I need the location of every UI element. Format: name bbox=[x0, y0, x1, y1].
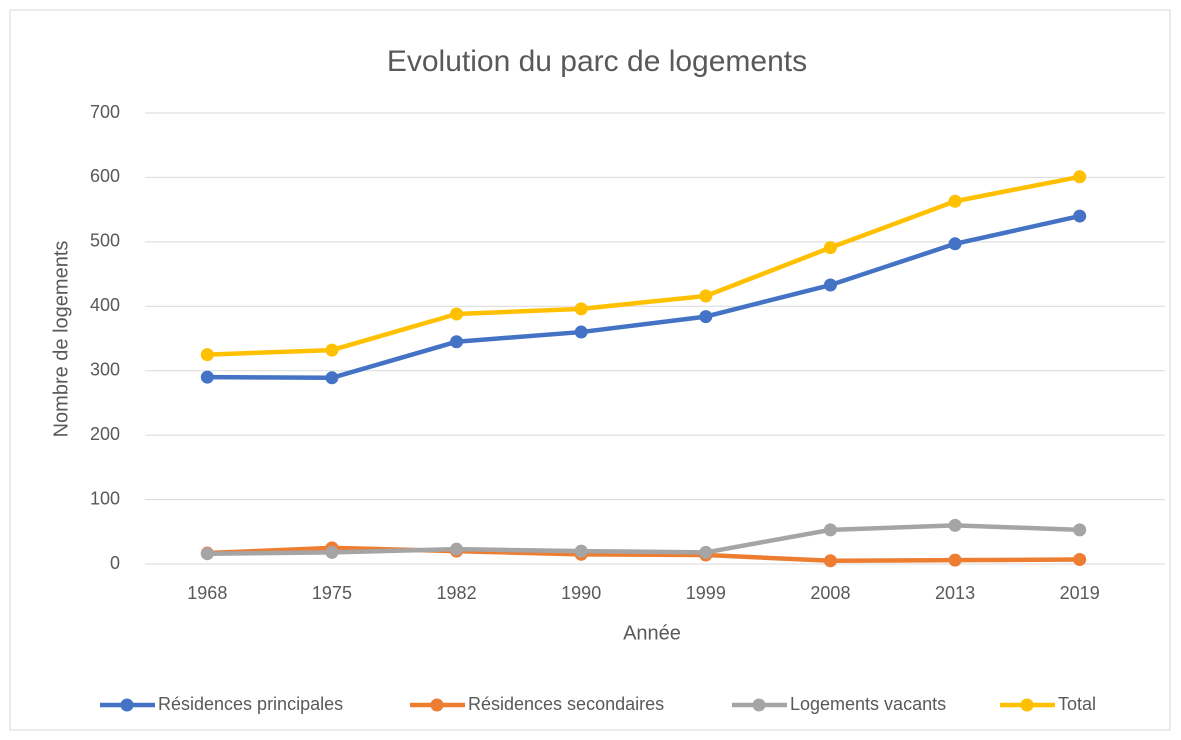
series-line bbox=[207, 523, 1080, 556]
chart-border bbox=[9, 9, 1171, 731]
x-tick-label: 1999 bbox=[686, 583, 726, 603]
y-tick-label: 600 bbox=[90, 166, 120, 186]
point bbox=[699, 289, 713, 303]
series-line bbox=[207, 213, 1081, 381]
legend-marker bbox=[430, 698, 444, 712]
x-tick-label: 2008 bbox=[810, 583, 850, 603]
x-tick-label: 1968 bbox=[187, 583, 227, 603]
y-axis-label: Nombre de logements bbox=[50, 241, 72, 438]
point bbox=[574, 302, 588, 316]
point bbox=[823, 554, 837, 568]
point bbox=[450, 307, 464, 321]
point bbox=[1073, 523, 1087, 537]
y-tick-label: 400 bbox=[90, 295, 120, 315]
legend-label: Logements vacants bbox=[790, 694, 946, 714]
point bbox=[699, 310, 713, 324]
point bbox=[325, 545, 339, 559]
legend-marker bbox=[752, 698, 766, 712]
series-line bbox=[207, 174, 1081, 357]
legend-label: Total bbox=[1058, 694, 1096, 714]
legend-label: Résidences secondaires bbox=[468, 694, 664, 714]
point bbox=[1073, 552, 1087, 566]
point bbox=[1073, 209, 1087, 223]
x-tick-label: 1990 bbox=[561, 583, 601, 603]
point bbox=[325, 371, 339, 385]
y-tick-label: 200 bbox=[90, 424, 120, 444]
point bbox=[200, 348, 214, 362]
y-tick-label: 500 bbox=[90, 231, 120, 251]
point bbox=[574, 544, 588, 558]
legend-marker bbox=[120, 698, 134, 712]
point bbox=[325, 343, 339, 357]
point bbox=[948, 237, 962, 251]
y-tick-label: 300 bbox=[90, 359, 120, 379]
x-tick-label: 1982 bbox=[437, 583, 477, 603]
x-tick-label: 2019 bbox=[1060, 583, 1100, 603]
point bbox=[450, 335, 464, 349]
x-axis-label: Année bbox=[623, 622, 681, 644]
point bbox=[200, 547, 214, 561]
y-tick-label: 700 bbox=[90, 102, 120, 122]
point bbox=[948, 518, 962, 532]
y-tick-label: 100 bbox=[90, 488, 120, 508]
point bbox=[450, 542, 464, 556]
series-line bbox=[207, 545, 1080, 564]
legend-label: Résidences principales bbox=[158, 694, 343, 714]
point bbox=[948, 194, 962, 208]
x-tick-label: 2013 bbox=[935, 583, 975, 603]
point bbox=[1073, 170, 1087, 184]
point bbox=[200, 370, 214, 384]
legend-marker bbox=[1020, 698, 1034, 712]
point bbox=[823, 278, 837, 292]
point bbox=[574, 325, 588, 339]
x-tick-label: 1975 bbox=[312, 583, 352, 603]
point bbox=[948, 553, 962, 567]
point bbox=[823, 241, 837, 255]
point bbox=[699, 545, 713, 559]
point bbox=[823, 523, 837, 537]
y-tick-label: 0 bbox=[110, 553, 120, 573]
chart-title: Evolution du parc de logements bbox=[387, 45, 807, 78]
